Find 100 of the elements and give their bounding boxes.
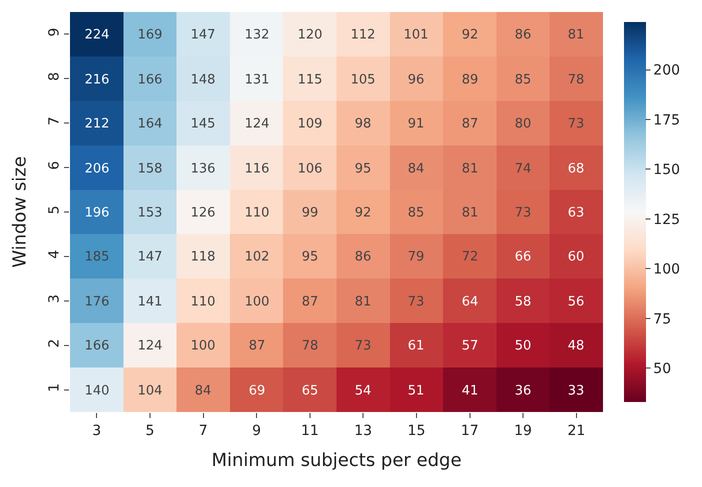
data-label: 87: [302, 294, 318, 310]
x-tick-label: 7: [198, 422, 208, 439]
y-tick-label: 9: [46, 28, 62, 37]
data-label: 110: [190, 294, 216, 310]
x-tick-label: 15: [408, 422, 426, 439]
color-bar-label: 50: [653, 361, 672, 378]
color-bar-label: 200: [653, 62, 680, 79]
y-tick-label: 5: [46, 205, 62, 214]
data-label: 126: [190, 206, 216, 221]
data-label: 110: [244, 206, 270, 221]
data-label: 86: [514, 28, 532, 43]
x-tick-label: 9: [252, 422, 262, 439]
data-label: 115: [298, 72, 322, 88]
data-label: 105: [350, 72, 376, 88]
data-label: 81: [568, 28, 584, 43]
color-bar-label: 175: [653, 112, 680, 128]
data-label: 85: [408, 206, 424, 221]
data-label: 73: [514, 206, 532, 221]
data-label: 54: [354, 384, 372, 399]
data-label: 50: [514, 338, 532, 354]
data-label: 84: [194, 384, 212, 399]
data-label: 74: [514, 162, 532, 177]
data-label: 58: [514, 294, 532, 310]
data-label: 212: [84, 116, 110, 132]
data-label: 78: [302, 338, 318, 354]
data-label: 147: [190, 28, 216, 43]
x-tick-label: 17: [460, 422, 479, 439]
y-axis-title: Window size: [10, 156, 31, 268]
color-bar-label: 100: [653, 262, 680, 278]
data-label: 96: [408, 72, 424, 88]
data-label: 185: [84, 250, 110, 265]
data-label: 66: [514, 250, 532, 265]
data-label: 60: [568, 250, 584, 265]
data-label: 169: [138, 28, 162, 43]
data-label: 48: [568, 338, 584, 354]
data-label: 216: [84, 72, 110, 88]
data-label: 131: [244, 72, 270, 88]
data-label: 56: [568, 294, 584, 310]
data-label: 92: [354, 206, 372, 221]
data-label: 33: [568, 384, 584, 399]
x-tick-label: 13: [354, 422, 372, 439]
data-label: 57: [462, 338, 478, 354]
data-label: 95: [354, 162, 372, 177]
data-label: 118: [190, 250, 216, 265]
data-label: 61: [408, 338, 424, 354]
y-tick-label: 7: [46, 116, 62, 126]
data-label: 80: [514, 116, 532, 132]
data-label: 102: [244, 250, 270, 265]
data-label: 132: [244, 28, 270, 43]
data-label: 85: [514, 72, 532, 88]
x-tick-label: 5: [145, 422, 154, 439]
data-label: 92: [462, 28, 478, 43]
data-label: 91: [408, 116, 424, 132]
data-label: 69: [248, 384, 266, 399]
data-label: 81: [354, 294, 372, 310]
data-label: 81: [462, 162, 478, 177]
color-bar-label: 125: [653, 212, 680, 228]
data-label: 78: [568, 72, 584, 88]
data-label: 109: [298, 116, 322, 132]
data-label: 206: [84, 162, 110, 177]
data-label: 86: [354, 250, 372, 265]
data-label: 79: [408, 250, 424, 265]
y-tick-label: 3: [46, 294, 62, 304]
data-label: 99: [302, 206, 318, 221]
y-tick-label: 1: [46, 383, 62, 392]
data-label: 120: [298, 28, 322, 43]
color-bar-label: 75: [653, 311, 672, 328]
data-label: 124: [138, 338, 162, 354]
data-label: 87: [462, 116, 478, 132]
data-label: 73: [568, 116, 584, 132]
data-label: 65: [302, 384, 318, 399]
data-label: 81: [462, 206, 478, 221]
y-tick-label: 4: [46, 250, 62, 259]
data-label: 68: [568, 162, 584, 177]
y-tick-label: 2: [46, 338, 62, 348]
x-tick-label: 11: [300, 422, 319, 439]
data-label: 100: [190, 338, 216, 354]
data-label: 164: [138, 116, 162, 132]
data-label: 153: [138, 206, 162, 221]
x-tick-label: 21: [567, 422, 586, 439]
data-label: 145: [190, 116, 216, 132]
data-label: 136: [190, 162, 216, 177]
data-label: 141: [138, 294, 162, 310]
data-label: 112: [350, 28, 376, 43]
data-label: 87: [248, 338, 266, 354]
data-label: 63: [568, 206, 584, 221]
data-label: 51: [408, 384, 424, 399]
data-label: 36: [514, 384, 532, 399]
x-tick-label: 3: [92, 422, 102, 439]
data-label: 72: [462, 250, 478, 265]
data-label: 89: [462, 72, 478, 88]
color-bar-label: 150: [653, 162, 680, 178]
data-label: 147: [138, 250, 162, 265]
data-label: 224: [84, 28, 110, 43]
y-tick-label: 6: [46, 160, 62, 170]
data-label: 148: [190, 72, 216, 88]
data-label: 101: [404, 28, 428, 43]
x-axis-title: Minimum subjects per edge: [211, 450, 462, 471]
data-label: 73: [354, 338, 372, 354]
data-label: 84: [408, 162, 424, 177]
